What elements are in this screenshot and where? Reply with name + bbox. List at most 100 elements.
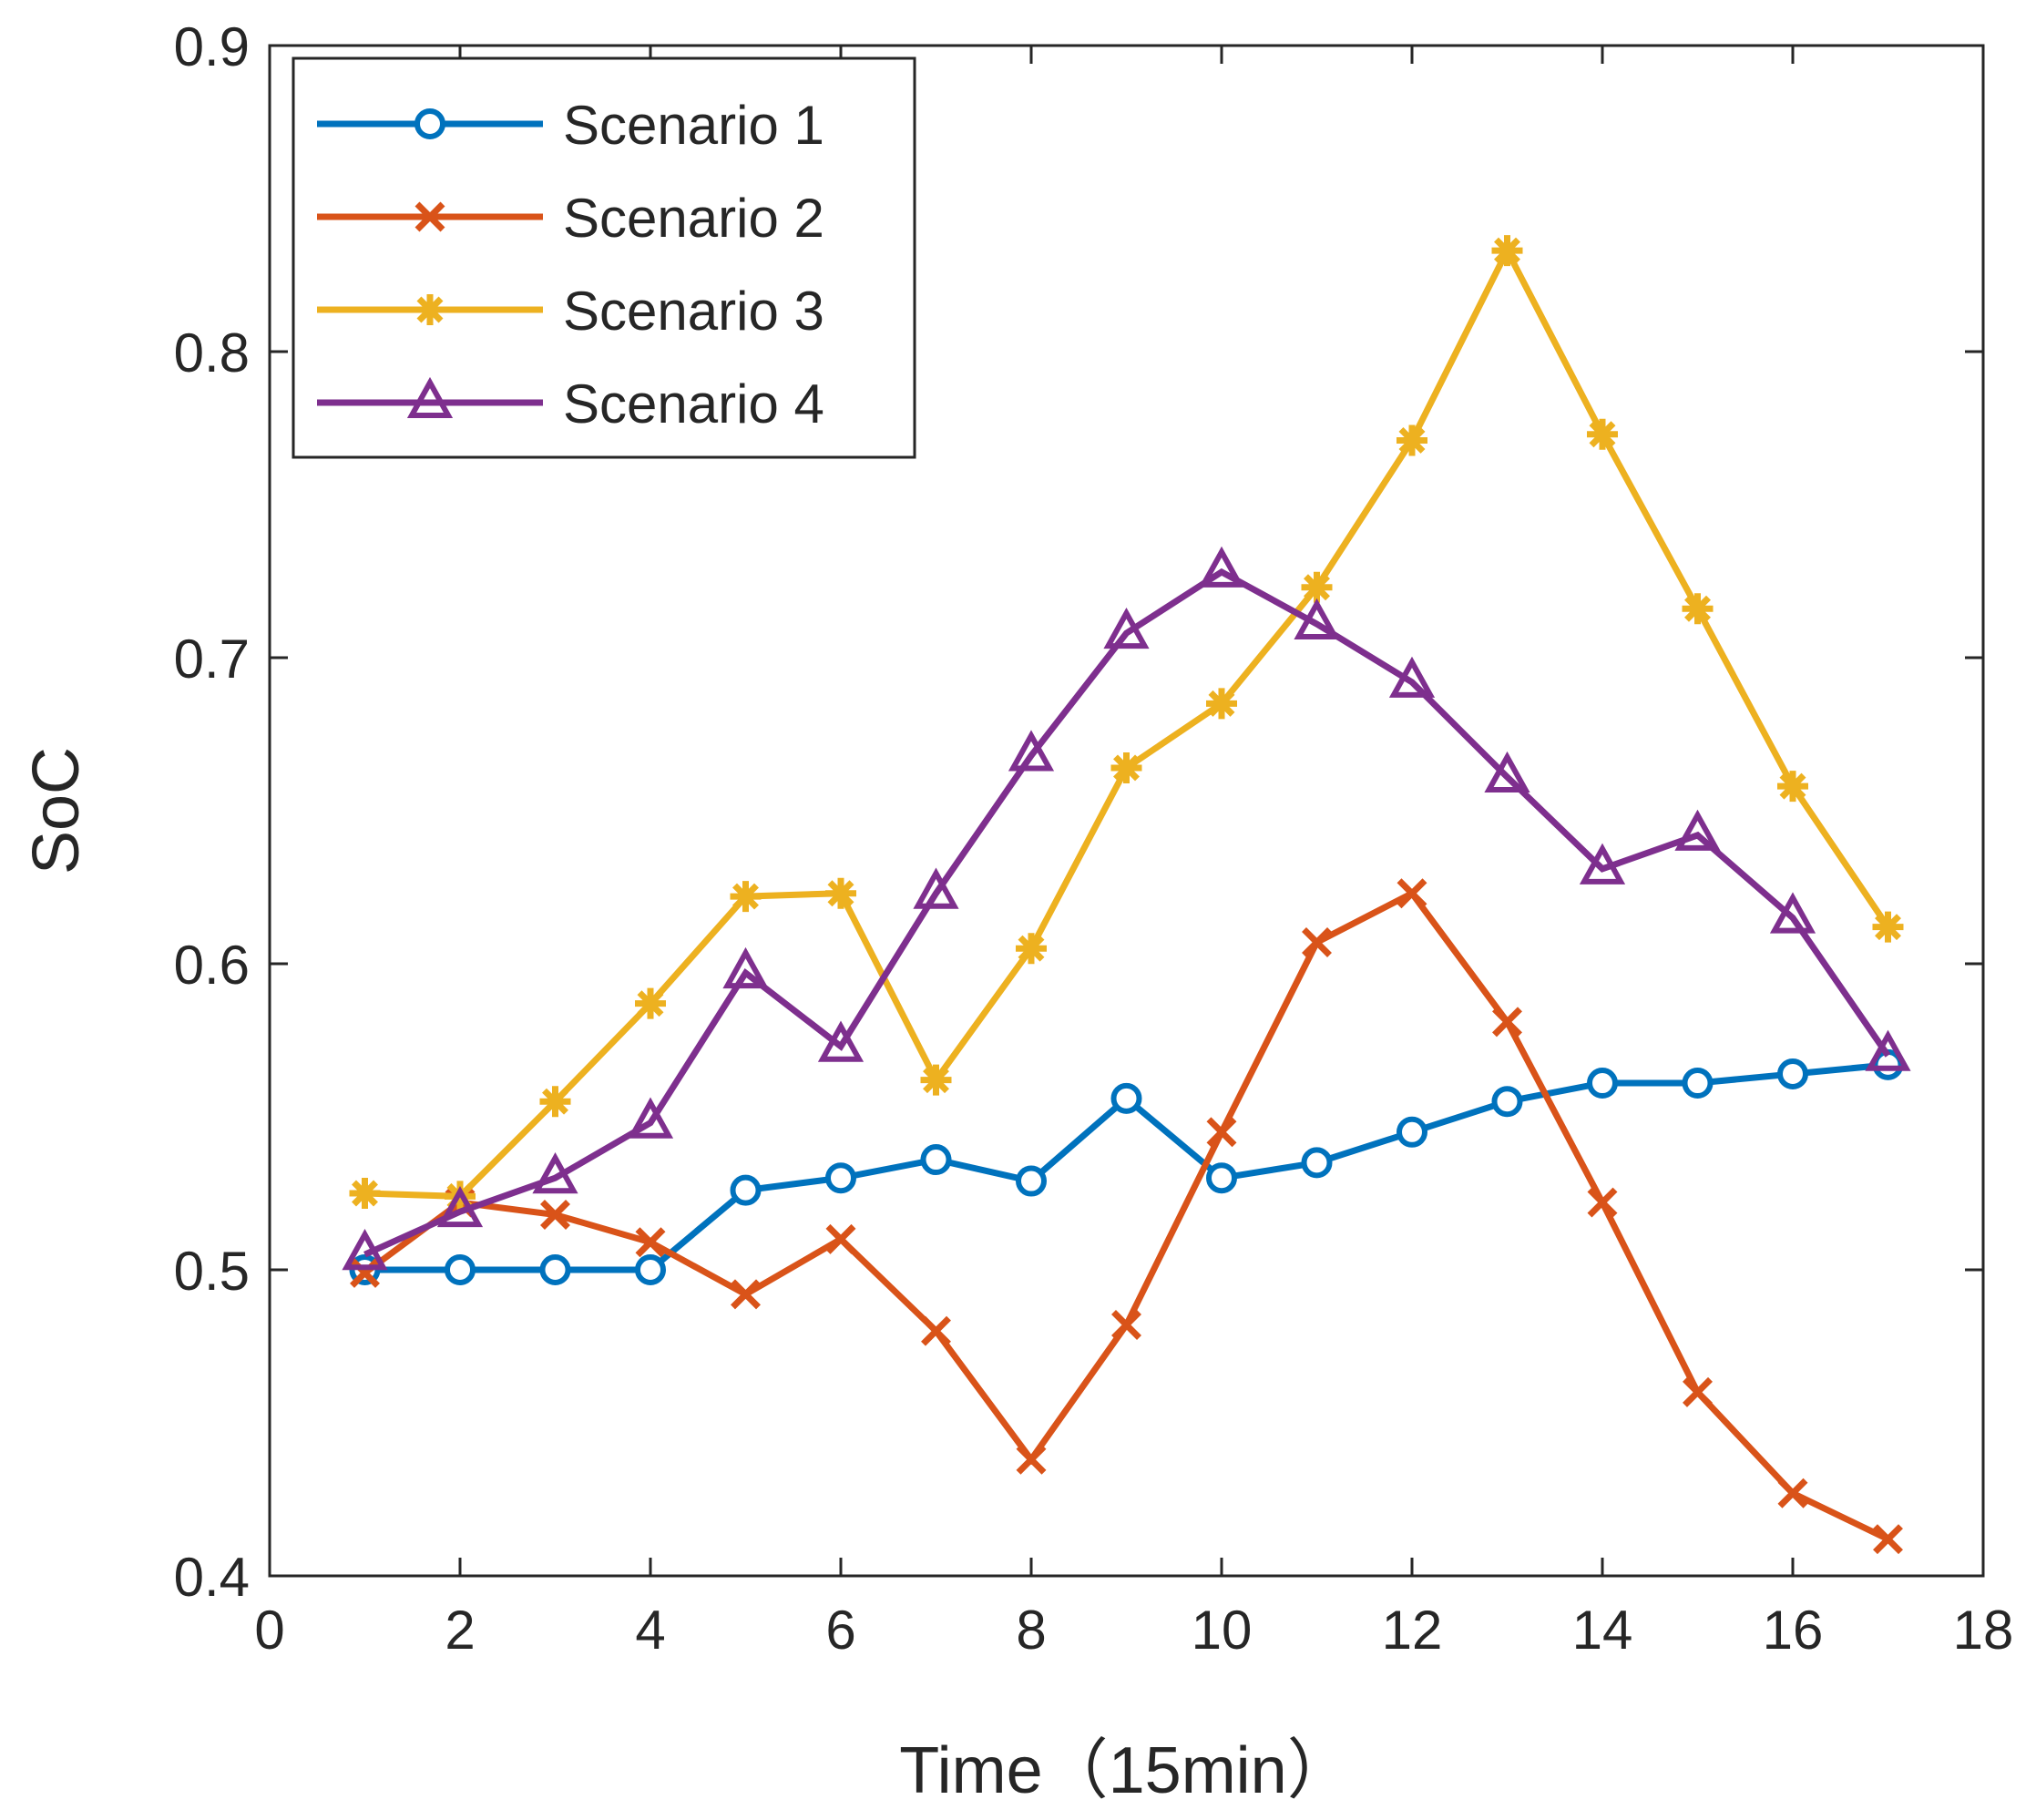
x-axis-label: Time（15min）	[899, 1734, 1352, 1807]
x-tick-label: 10	[1192, 1600, 1253, 1661]
triangle-marker-shape	[1865, 1029, 1911, 1071]
series-3-point	[825, 877, 856, 909]
triangle-marker-shape	[406, 376, 454, 418]
series-1-point	[825, 1162, 856, 1194]
legend: Scenario 1 Scenario 2 Scenario 3 Scenario 4	[292, 56, 916, 459]
y-tick-label: 0.6	[174, 935, 250, 996]
circle-marker-shape	[1301, 1147, 1333, 1179]
series-4-point	[436, 1185, 484, 1228]
series-2-point	[1302, 927, 1332, 957]
series-2-point	[540, 1200, 570, 1230]
x-marker-shape	[1016, 1444, 1047, 1475]
plot-frame	[268, 44, 1985, 1578]
legend-entry: Scenario 2	[317, 188, 824, 249]
x-marker-shape	[414, 201, 445, 232]
asterisk-marker-shape	[730, 881, 762, 913]
triangle-marker-shape	[1579, 843, 1626, 884]
triangle-marker-shape	[1008, 730, 1055, 772]
circle-marker-shape	[635, 1254, 666, 1285]
triangle-marker-shape	[722, 946, 769, 989]
triangle-marker-shape	[1674, 809, 1721, 851]
series-4-point	[817, 1020, 865, 1062]
legend-entry: Scenario 4	[317, 373, 824, 435]
triangle-marker-shape	[436, 1185, 484, 1228]
legend-label: Scenario 1	[563, 95, 824, 156]
series-1-point	[1587, 1068, 1618, 1099]
triangle-marker-shape	[1484, 751, 1530, 793]
y-tick-label: 0.9	[174, 16, 250, 77]
triangle-marker-shape	[1198, 546, 1245, 588]
x-tick-label: 2	[445, 1600, 475, 1661]
series-3-point	[920, 1064, 952, 1096]
circle-marker-shape	[1397, 1116, 1427, 1148]
x-tick-label: 0	[254, 1600, 284, 1661]
series-3-point	[635, 987, 666, 1019]
x-marker-shape	[1777, 1477, 1808, 1508]
triangle-marker-shape	[627, 1097, 674, 1139]
x-marker-shape	[731, 1279, 761, 1310]
series-1-point	[1016, 1165, 1047, 1197]
series-1-point	[1682, 1068, 1714, 1099]
series-4-line	[363, 567, 1891, 1258]
series-3-point	[539, 1086, 571, 1118]
asterisk-marker-shape	[635, 987, 666, 1019]
circle-marker-shape	[1682, 1068, 1714, 1099]
circle-marker-shape	[1491, 1086, 1523, 1118]
series-3-point	[1682, 593, 1714, 625]
series-2-point	[1587, 1187, 1618, 1218]
x-tick-label: 16	[1763, 1600, 1824, 1661]
series-1-point	[730, 1174, 762, 1206]
series-1-point	[1777, 1058, 1808, 1089]
y-tick-label: 0.8	[174, 322, 250, 383]
asterisk-marker-shape	[825, 877, 856, 909]
circle-marker-shape	[1016, 1165, 1047, 1197]
x-tick-label: 6	[825, 1600, 855, 1661]
tick-labels: 0 2 4 6 8 10 12 14 16 18 0.4 0.5 0.6 0.7 0.8 0.9	[174, 16, 2014, 1661]
series-1-point	[920, 1144, 952, 1176]
asterisk-marker-shape	[1016, 933, 1047, 965]
circle-marker-shape	[1587, 1068, 1618, 1099]
series-3-point	[1872, 911, 1904, 943]
triangle-marker-shape	[1294, 598, 1340, 640]
series-4-point	[1198, 546, 1245, 588]
series-4-point	[532, 1152, 578, 1194]
x-marker-shape	[1397, 878, 1427, 909]
legend-label: Scenario 2	[563, 188, 824, 249]
series-3-point	[1206, 688, 1237, 720]
y-tick-label: 0.7	[174, 629, 250, 690]
series-4-point	[1579, 843, 1626, 884]
legend-label: Scenario 4	[563, 373, 824, 435]
triangle-marker-shape	[1769, 892, 1816, 934]
legend-entry: Scenario 1	[317, 95, 824, 156]
x-marker-shape	[825, 1223, 856, 1254]
series-4-point	[627, 1097, 674, 1139]
triangle-marker-shape	[817, 1020, 865, 1062]
circle-marker-shape	[414, 108, 445, 139]
asterisk-marker-shape	[349, 1178, 381, 1209]
legend-label: Scenario 3	[563, 281, 824, 342]
series-4-point	[913, 867, 959, 909]
asterisk-marker-shape	[1110, 752, 1142, 783]
series-4	[342, 546, 1911, 1271]
asterisk-marker-shape	[1872, 911, 1904, 943]
series-1-point	[445, 1254, 476, 1285]
x-tick-label: 14	[1572, 1600, 1633, 1661]
triangle-marker-shape	[1103, 607, 1150, 649]
x-marker-shape	[540, 1200, 570, 1230]
asterisk-marker-shape	[1491, 235, 1523, 267]
series-1-point	[1491, 1086, 1523, 1118]
legend-marker	[414, 294, 445, 325]
series-4-point	[1865, 1029, 1911, 1071]
circle-marker-shape	[920, 1144, 952, 1176]
x-marker-shape	[1111, 1310, 1141, 1340]
x-marker-shape	[1206, 1117, 1237, 1148]
x-tick-label: 12	[1382, 1600, 1443, 1661]
series-3-point	[1110, 752, 1142, 783]
triangle-marker-shape	[342, 1229, 388, 1271]
series-4-point	[1008, 730, 1055, 772]
series-2-point	[921, 1315, 951, 1346]
circle-marker-shape	[1110, 1082, 1142, 1114]
series-4-point	[1769, 892, 1816, 934]
series-2-point	[635, 1227, 666, 1258]
